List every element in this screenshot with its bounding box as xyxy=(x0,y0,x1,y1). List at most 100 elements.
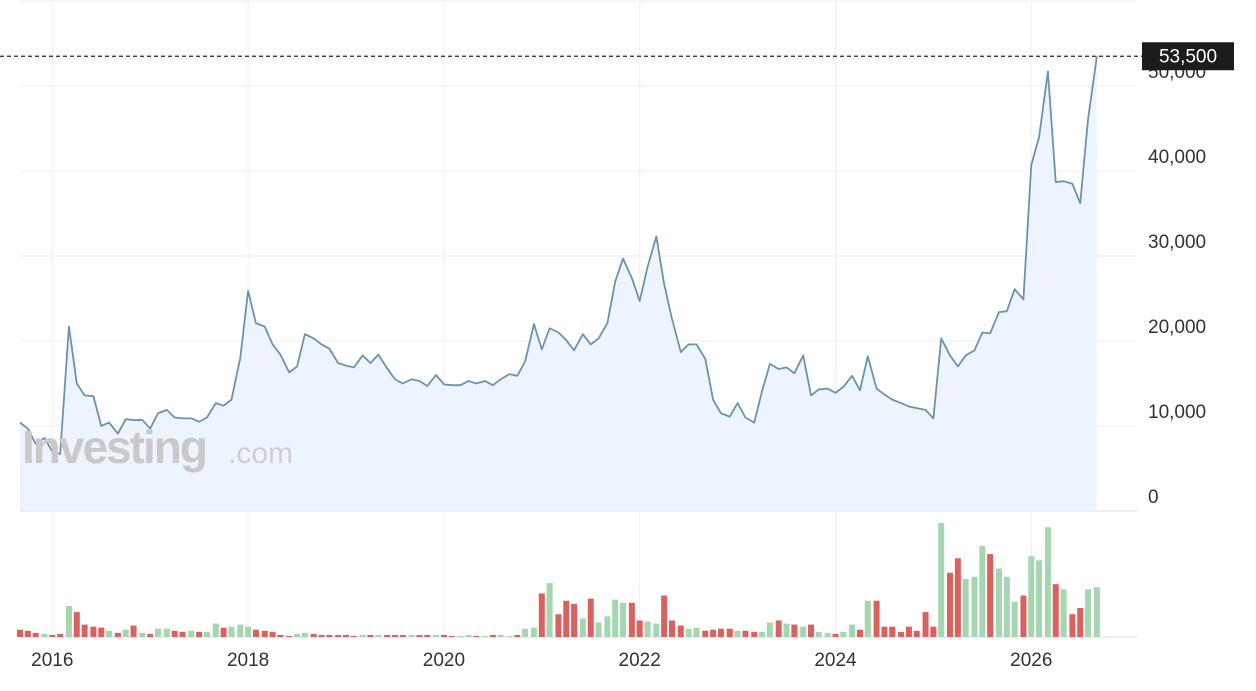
volume-bar xyxy=(685,628,692,637)
volume-bar xyxy=(995,568,1002,637)
volume-bar xyxy=(32,632,39,637)
volume-bar xyxy=(824,632,831,637)
volume-bar xyxy=(237,624,244,637)
volume-bar xyxy=(57,633,64,637)
volume-bar xyxy=(1028,556,1035,637)
volume-bar xyxy=(335,634,342,637)
volume-bar xyxy=(342,634,349,637)
y-tick-label: 40,000 xyxy=(1148,147,1206,168)
y-tick-label: 30,000 xyxy=(1148,232,1206,253)
volume-bar xyxy=(922,612,929,637)
volume-bar xyxy=(873,600,880,637)
volume-bar xyxy=(220,627,227,637)
volume-bar xyxy=(815,631,822,637)
volume-bar xyxy=(889,626,896,637)
volume-bar xyxy=(808,624,815,637)
volume-bar xyxy=(228,626,235,637)
last-price-box xyxy=(1142,42,1234,71)
volume-bar xyxy=(1011,601,1018,637)
price-area xyxy=(20,56,1097,511)
volume-bar xyxy=(1036,560,1043,637)
volume-bar xyxy=(636,620,643,637)
volume-bar xyxy=(849,624,856,637)
last-price-label: 53,500 xyxy=(1159,46,1217,67)
volume-bar xyxy=(163,628,170,637)
volume-bar xyxy=(1077,607,1084,637)
volume-bar xyxy=(595,622,602,637)
volume-bar xyxy=(448,635,455,637)
volume-bar xyxy=(587,598,594,637)
volume-bar xyxy=(73,612,80,637)
volume-bar xyxy=(155,628,162,637)
volume-bar xyxy=(742,630,749,637)
volume-bar xyxy=(489,634,496,637)
volume-bar xyxy=(375,634,382,637)
volume-bar xyxy=(408,634,415,637)
volume-bar xyxy=(962,578,969,637)
volume-bar xyxy=(840,631,847,637)
volume-bar xyxy=(301,632,308,637)
volume-bar xyxy=(179,631,186,637)
volume-bar xyxy=(971,576,978,637)
volume-bar xyxy=(979,545,986,637)
x-tick-label: 2020 xyxy=(423,650,465,671)
volume-bar xyxy=(1052,584,1059,637)
volume-bar xyxy=(693,627,700,637)
volume-bar xyxy=(359,634,366,637)
volume-bar xyxy=(930,626,937,637)
volume-bar xyxy=(905,626,912,637)
volume-bar xyxy=(261,630,268,637)
volume-bar xyxy=(433,634,440,637)
volume-bar xyxy=(710,629,717,637)
volume-bar xyxy=(954,558,961,637)
volume-bar xyxy=(139,632,146,637)
volume-bar xyxy=(947,572,954,637)
volume-bar xyxy=(661,595,668,637)
price-line xyxy=(19,56,1098,455)
volume-bar xyxy=(717,628,724,637)
volume-bar xyxy=(384,634,391,637)
x-tick-label: 2016 xyxy=(31,650,73,671)
volume-bar xyxy=(791,624,798,637)
volume-bar xyxy=(399,634,406,637)
x-tick-label: 2024 xyxy=(814,650,857,671)
y-tick-label: 0 xyxy=(1148,487,1159,508)
volume-bar xyxy=(563,600,570,637)
volume-bar xyxy=(506,635,513,637)
volume-bar xyxy=(628,602,635,637)
volume-bar xyxy=(440,634,447,637)
volume-bar xyxy=(310,633,317,637)
volume-bar xyxy=(130,625,137,637)
volume-bar xyxy=(49,634,56,637)
volume-bar xyxy=(286,635,293,637)
volume-bar xyxy=(514,634,521,637)
volume-bar xyxy=(1093,587,1100,637)
volume-bar xyxy=(424,634,431,637)
volume-bar xyxy=(766,622,773,637)
volume-bar xyxy=(677,625,684,637)
volume-bar xyxy=(702,630,709,637)
watermark-brand: Investing xyxy=(22,421,206,473)
volume-bar xyxy=(350,635,357,637)
x-tick-label: 2026 xyxy=(1010,650,1052,671)
volume-bar xyxy=(1003,576,1010,637)
volume-bar xyxy=(245,626,252,637)
volume-bar xyxy=(1085,589,1092,637)
volume-bar xyxy=(1044,527,1051,637)
volume-bar xyxy=(881,626,888,637)
volume-bar xyxy=(913,630,920,637)
x-tick-label: 2022 xyxy=(619,650,661,671)
volume-bar xyxy=(457,635,464,637)
volume-bar xyxy=(546,583,553,637)
volume-bar xyxy=(98,627,105,637)
volume-bar xyxy=(1060,589,1067,637)
volume-bar xyxy=(783,623,790,637)
volume-bar xyxy=(106,630,113,637)
volume-bar xyxy=(751,631,758,637)
volume-bar xyxy=(1020,595,1027,637)
volume-bar xyxy=(81,624,88,637)
volume-bar xyxy=(482,635,489,637)
volume-bar xyxy=(832,633,839,637)
